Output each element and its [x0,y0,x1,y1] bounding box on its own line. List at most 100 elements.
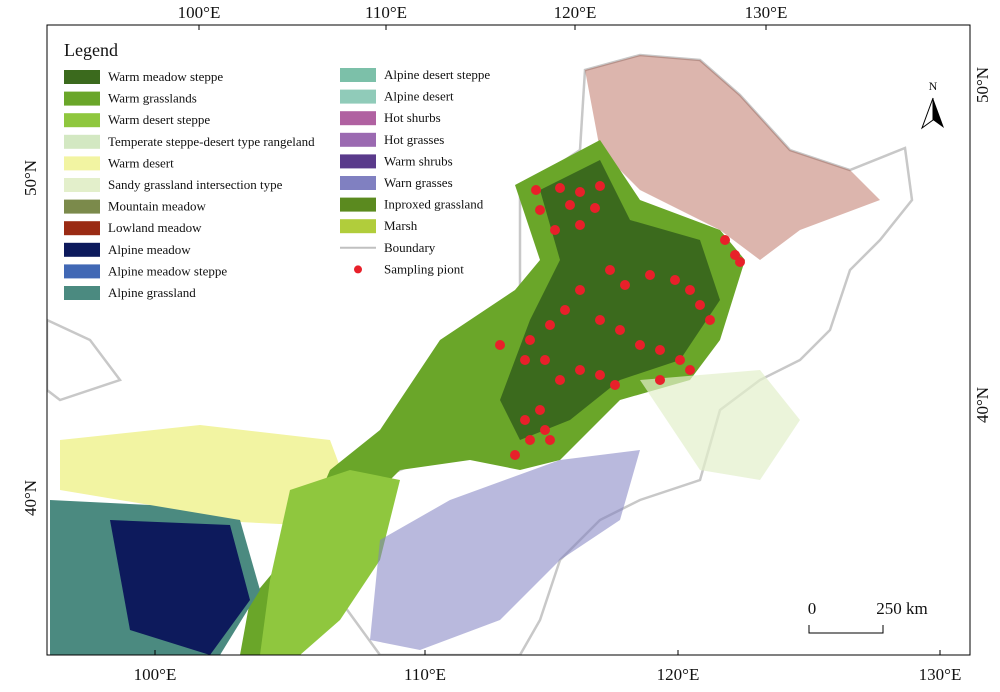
legend-swatch [340,176,376,190]
sampling-point [525,435,535,445]
sampling-point [520,355,530,365]
boundary-line [47,318,123,402]
legend-swatch [64,178,100,192]
legend-swatch [64,134,100,149]
legend-label: Warm desert [108,155,174,170]
legend-swatch [340,219,376,234]
alpine-meadow-area [110,520,250,655]
legend-dot [354,265,362,274]
lon-label: 110°E [404,665,446,684]
sampling-point [575,220,585,230]
sampling-point [565,200,575,210]
north-arrow: N [920,79,944,130]
legend-swatch [64,199,100,214]
lon-label: 100°E [134,665,177,684]
sampling-point [595,315,605,325]
desert-steppe-area [260,470,400,655]
sampling-point [595,181,605,191]
sampling-point [720,235,730,245]
legend-label: Alpine desert steppe [384,67,490,82]
legend-label: Marsh [384,218,418,233]
legend-swatch [64,264,100,279]
sampling-point [520,415,530,425]
legend-label: Mountain meadow [108,199,206,214]
sampling-point [540,425,550,435]
sampling-point [645,270,655,280]
sampling-point [495,340,505,350]
sampling-point [610,380,620,390]
sampling-point [590,203,600,213]
sampling-point [635,340,645,350]
legend-title: Legend [64,40,118,60]
legend-label: Alpine grassland [108,285,196,300]
sampling-point [540,355,550,365]
sampling-point [735,257,745,267]
legend-label: Hot grasses [384,132,444,147]
lon-label: 120°E [657,665,700,684]
legend: Legend Warm meadow steppe Warm grasslands… [64,40,490,300]
scale-line [808,625,884,634]
legend-label: Sandy grassland intersection type [108,177,283,192]
axes: 100°E 110°E 120°E 130°E 100°E 110°E 120°E 130°E… [21,3,992,684]
sampling-point [575,365,585,375]
sampling-point [545,435,555,445]
legend-label: Warm grasslands [108,91,197,106]
sampling-point [695,300,705,310]
sampling-point [620,280,630,290]
legend-label: Warn grasses [384,175,453,190]
map-frame [46,24,971,656]
sampling-point [545,320,555,330]
sampling-point [675,355,685,365]
legend-swatch [64,113,100,128]
legend-swatch [340,111,376,126]
sampling-point [655,375,665,385]
lon-label: 100°E [178,3,221,22]
warm-desert-area [60,425,345,525]
scale-label: 250 km [876,599,927,618]
legend-swatch [64,91,100,106]
sampling-point [560,305,570,315]
sampling-point [575,187,585,197]
sampling-points [495,181,745,460]
scale-label: 0 [808,599,817,618]
sampling-point [605,265,615,275]
sampling-point [615,325,625,335]
legend-label: Warm shrubs [384,153,453,168]
scale-bar: 0 250 km [808,599,928,634]
sampling-point [685,285,695,295]
sampling-point [595,370,605,380]
sampling-point [525,335,535,345]
legend-label: Alpine meadow steppe [108,263,227,278]
legend-label: Warm meadow steppe [108,69,223,84]
sampling-point [705,315,715,325]
sampling-point [531,185,541,195]
lon-label: 110°E [365,3,407,22]
legend-swatch [64,242,100,257]
lat-label: 50°N [973,67,992,103]
sampling-point [535,205,545,215]
legend-label: Inproxed grassland [384,197,484,212]
legend-label: Lowland meadow [108,220,202,235]
legend-swatch [340,68,376,82]
legend-label: Hot shurbs [384,110,441,125]
sampling-point [670,275,680,285]
legend-label: Warm desert steppe [108,112,210,127]
legend-swatch [64,286,100,300]
legend-swatch [340,132,376,147]
legend-swatch [64,221,100,236]
sampling-point [555,183,565,193]
sampling-point [535,405,545,415]
lat-label: 40°N [973,387,992,423]
north-label: N [929,79,938,93]
lowland-meadow-area [585,55,880,260]
sampling-point [655,345,665,355]
legend-label: Alpine desert [384,89,454,104]
sampling-point [510,450,520,460]
sampling-point [685,365,695,375]
map-body [47,53,914,655]
legend-swatch [64,70,100,84]
lat-label: 40°N [21,480,40,516]
legend-label: Boundary [384,240,436,255]
legend-label: Temperate steppe-desert type rangeland [108,134,315,149]
lon-label: 130°E [745,3,788,22]
